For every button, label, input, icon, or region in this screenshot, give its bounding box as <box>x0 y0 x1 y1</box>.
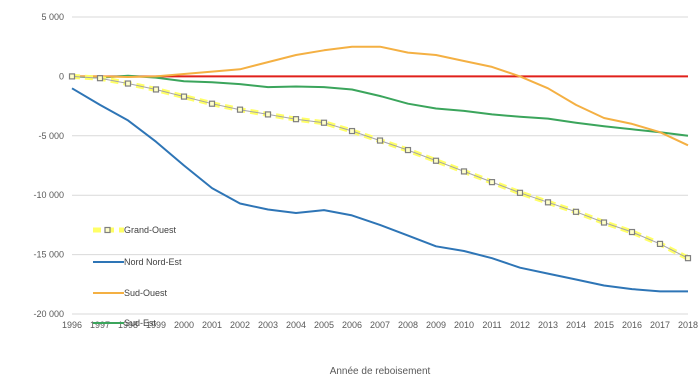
data-point-marker <box>376 137 384 144</box>
x-tick-label: 2014 <box>566 320 586 330</box>
data-point-marker <box>320 119 328 126</box>
legend-label: Grand-Ouest <box>124 225 177 235</box>
y-tick-label: -15 000 <box>33 250 64 260</box>
data-point-marker <box>684 255 692 262</box>
y-tick-label: -10 000 <box>33 190 64 200</box>
data-point-marker <box>460 168 468 175</box>
x-tick-label: 2001 <box>202 320 222 330</box>
x-tick-label: 2008 <box>398 320 418 330</box>
x-tick-label: 2009 <box>426 320 446 330</box>
legend: Grand-Ouest Nord Nord-Est Sud-Ouest Sud-Est <box>93 225 182 328</box>
x-tick-label: 2003 <box>258 320 278 330</box>
data-point-marker <box>180 93 188 100</box>
x-tick-label: 2006 <box>342 320 362 330</box>
x-tick-label: 1996 <box>62 320 82 330</box>
y-tick-label: 5 000 <box>41 12 64 22</box>
data-point-marker <box>124 80 132 87</box>
x-axis-ticks: 1996 1997 1998 1999 2000 2001 2002 2003 2004 2005… <box>62 320 698 330</box>
data-point-marker <box>488 179 496 186</box>
legend-label: Sud-Est <box>124 318 157 328</box>
x-tick-label: 2016 <box>622 320 642 330</box>
data-point-marker <box>208 100 216 107</box>
x-tick-label: 2013 <box>538 320 558 330</box>
x-tick-label: 2005 <box>314 320 334 330</box>
data-point-marker <box>264 111 272 118</box>
legend-label: Nord Nord-Est <box>124 257 182 267</box>
y-tick-label: -5 000 <box>38 131 64 141</box>
y-axis-ticks: 5 000 0 -5 000 -10 000 -15 000 -20 000 <box>33 12 64 319</box>
x-tick-label: 2015 <box>594 320 614 330</box>
series-line <box>72 45 689 147</box>
data-point-marker <box>292 116 300 123</box>
series <box>68 45 692 293</box>
x-tick-label: 2000 <box>174 320 194 330</box>
x-tick-label: 1998 <box>118 320 138 330</box>
data-point-marker <box>544 199 552 206</box>
series-line <box>71 74 689 137</box>
x-tick-label: 2012 <box>510 320 530 330</box>
data-point-marker <box>516 189 524 196</box>
data-point-marker <box>628 228 636 236</box>
x-tick-label: 1997 <box>90 320 110 330</box>
data-point-marker <box>152 86 160 93</box>
data-point-marker <box>572 208 580 215</box>
y-tick-label: 0 <box>59 71 64 81</box>
x-tick-label: 2017 <box>650 320 670 330</box>
legend-label: Sud-Ouest <box>124 288 168 298</box>
data-point-marker <box>600 219 608 226</box>
data-point-marker <box>68 73 76 80</box>
x-tick-label: 1999 <box>146 320 166 330</box>
data-point-marker <box>348 127 356 135</box>
data-point-marker <box>236 106 244 113</box>
x-tick-label: 2011 <box>482 320 501 330</box>
x-tick-label: 2018 <box>678 320 698 330</box>
data-point-marker <box>656 240 664 248</box>
grid <box>72 16 688 315</box>
data-point-marker <box>404 146 412 154</box>
x-axis-title: Année de reboisement <box>330 366 431 377</box>
legend-marker <box>104 226 111 234</box>
x-tick-label: 2002 <box>230 320 250 330</box>
series-line <box>71 87 688 293</box>
x-tick-label: 2004 <box>286 320 306 330</box>
x-tick-label: 2010 <box>454 320 474 330</box>
data-point-marker <box>432 157 440 164</box>
data-point-marker <box>96 75 104 82</box>
x-tick-label: 2007 <box>370 320 390 330</box>
y-tick-label: -20 000 <box>33 309 64 319</box>
